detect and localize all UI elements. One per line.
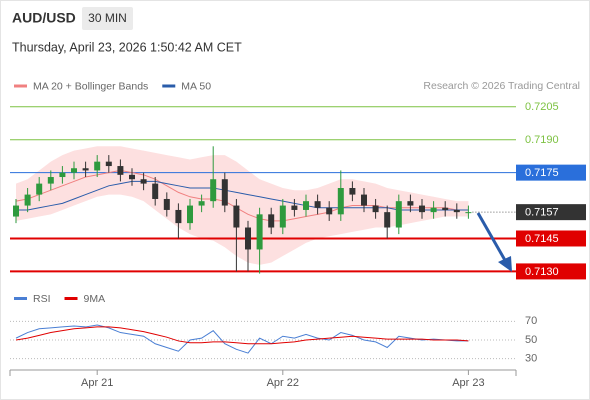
candle-body (140, 179, 147, 184)
legend-swatch (162, 84, 176, 88)
candle-body (349, 188, 356, 195)
candle-body (279, 205, 286, 228)
candle-body (245, 227, 251, 250)
candle-body (337, 188, 344, 215)
x-tick-label: Apr 23 (452, 377, 484, 389)
candle-body (24, 194, 31, 206)
candle-body (117, 166, 124, 175)
candle-body (303, 201, 309, 210)
source: Research © 2026 Trading Central (423, 80, 580, 92)
candle-body (314, 201, 321, 208)
candle-body (105, 161, 112, 167)
candle-body (430, 207, 437, 213)
forecast-arrow (476, 212, 508, 263)
candle-body (465, 212, 472, 214)
candle-body (94, 161, 101, 171)
candle-body (453, 209, 460, 213)
candle-body (59, 172, 66, 178)
indicator-line (15, 324, 469, 354)
candle-body (175, 209, 182, 224)
level-label-box (516, 164, 586, 181)
level-label: 0.7145 (525, 233, 559, 245)
datetime: Thursday, April 23, 2026 1:50:42 AM CET (12, 40, 242, 54)
moving-average (16, 180, 469, 211)
legend-label: 9MA (84, 293, 106, 305)
x-tick-label: Apr 22 (267, 377, 299, 389)
indicator-line (15, 326, 469, 345)
y-tick-label: 50 (525, 334, 537, 346)
forecast-arrowhead (498, 256, 512, 272)
candle-body (82, 168, 89, 171)
candle-body (256, 214, 263, 250)
legend-swatch (64, 297, 78, 300)
candle-body (442, 207, 449, 210)
candle-body (361, 194, 367, 206)
candle-body (291, 205, 298, 210)
legend-label: MA 20 + Bollinger Bands (33, 80, 148, 92)
candle-body (129, 174, 135, 180)
x-tick-label: Apr 21 (81, 377, 113, 389)
candle-body (198, 201, 205, 206)
legend-label: RSI (33, 293, 51, 305)
level-label: 0.7130 (525, 266, 559, 278)
moving-average (15, 169, 469, 222)
interval: 30 MIN (88, 11, 127, 25)
legend-label: MA 50 (181, 80, 211, 92)
candle-body (47, 177, 54, 184)
candle-body (187, 205, 193, 224)
candle-body (407, 201, 414, 206)
plot: MA 20 + Bollinger Bands MA 50 0.7205 0.7190… (9, 80, 586, 389)
candle-body (152, 183, 159, 199)
symbol: AUD/USD (12, 10, 76, 26)
candle-body (163, 198, 170, 210)
y-tick-label: 30 (525, 353, 537, 365)
candle-body (221, 179, 228, 206)
last-price-label: 0.7157 (525, 207, 559, 219)
candle-body (13, 205, 19, 217)
last-price-box (516, 204, 586, 221)
interval-badge (82, 7, 133, 30)
legend-swatch (14, 297, 27, 300)
candle-body (384, 212, 391, 228)
level-label: 0.7205 (525, 101, 559, 113)
candle-body (233, 205, 240, 228)
candle-body (372, 205, 379, 213)
level-label: 0.7175 (525, 167, 559, 179)
candle-body (36, 183, 43, 195)
level-label-box (516, 230, 586, 247)
candle-body (326, 207, 333, 215)
candle-body (419, 205, 425, 213)
candle-body (71, 168, 77, 173)
level-label: 0.7190 (525, 134, 559, 146)
candle-body (395, 201, 402, 228)
candle-body (210, 179, 217, 202)
candle-body (268, 214, 275, 228)
y-tick-label: 70 (525, 315, 537, 327)
legend-swatch (14, 84, 27, 88)
level-label-box (516, 263, 586, 280)
